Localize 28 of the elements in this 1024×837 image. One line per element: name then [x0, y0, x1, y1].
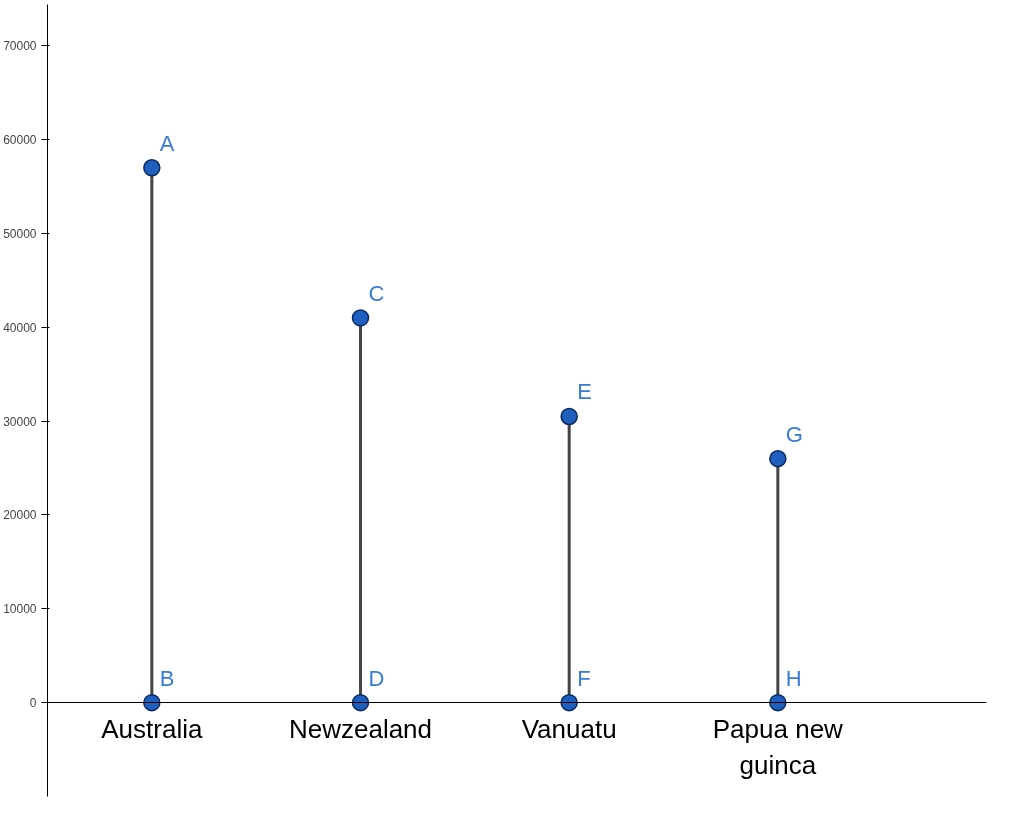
y-tick-label: 0 [29, 696, 37, 711]
y-tick-label: 50000 [3, 226, 37, 241]
point [560, 693, 578, 712]
point [769, 693, 787, 712]
y-tick-label: 10000 [3, 602, 37, 617]
annotation: H [785, 665, 802, 691]
y-tick-label: 40000 [3, 320, 37, 335]
annotation: E [577, 379, 592, 405]
point [560, 407, 578, 426]
annotation: B [159, 665, 175, 691]
point [143, 159, 161, 177]
y-tick-label: 70000 [3, 39, 37, 54]
point [769, 449, 787, 468]
y-tick-label: 60000 [3, 133, 37, 148]
x-tick-label: Papua new guinca [712, 713, 844, 780]
annotation: A [159, 130, 175, 156]
annotation: G [785, 421, 803, 447]
x-tick-label: Vanuatu [521, 713, 617, 744]
point [143, 693, 161, 712]
annotation: D [368, 665, 385, 691]
y-tick-label: 20000 [3, 508, 37, 523]
point [351, 693, 370, 712]
x-tick-label: Australia [101, 713, 203, 744]
point [351, 309, 370, 327]
y-tick-label: 30000 [3, 414, 37, 429]
x-tick-label: Newzealand [288, 713, 433, 744]
annotation: F [577, 665, 591, 691]
annotation: C [368, 280, 385, 306]
